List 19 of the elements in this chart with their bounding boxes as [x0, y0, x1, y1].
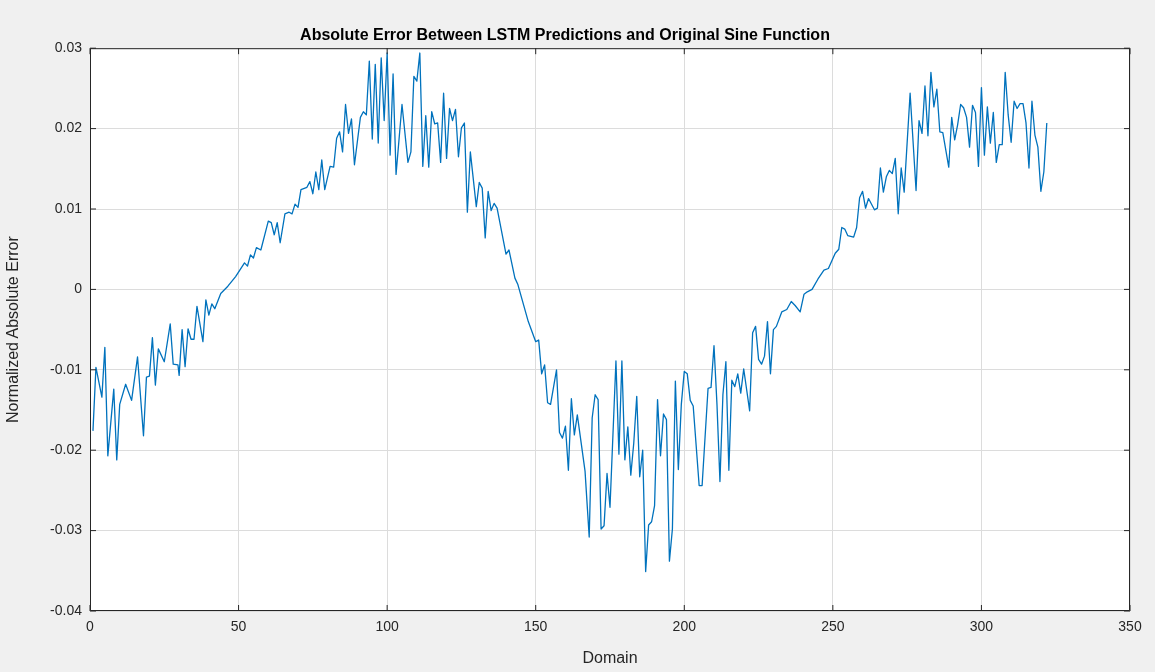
y-tick-label: -0.02 [50, 441, 83, 458]
chart-title: Absolute Error Between LSTM Predictions and Original Sine Function [300, 26, 830, 44]
x-tick-label: 250 [821, 618, 845, 635]
y-tick-label: 0.01 [54, 199, 83, 216]
y-tick-label: -0.04 [50, 601, 83, 618]
y-tick-label: 0.02 [54, 119, 83, 136]
x-tick-label: 0 [86, 618, 95, 635]
x-tick-label: 200 [672, 618, 697, 635]
x-tick-label: 300 [969, 618, 994, 635]
y-tick-label: 0.03 [54, 39, 83, 56]
x-tick-label: 100 [375, 618, 400, 635]
y-tick-label: -0.01 [50, 360, 83, 377]
y-axis-title: Normalized Absolute Error [4, 235, 22, 423]
x-axis-title: Domain [582, 648, 638, 666]
x-tick-label: 150 [524, 618, 548, 635]
x-tick-label: 50 [230, 618, 247, 635]
x-tick-label: 350 [1118, 618, 1142, 635]
y-tick-label: -0.03 [50, 521, 83, 538]
y-tick-label: 0 [74, 280, 83, 297]
